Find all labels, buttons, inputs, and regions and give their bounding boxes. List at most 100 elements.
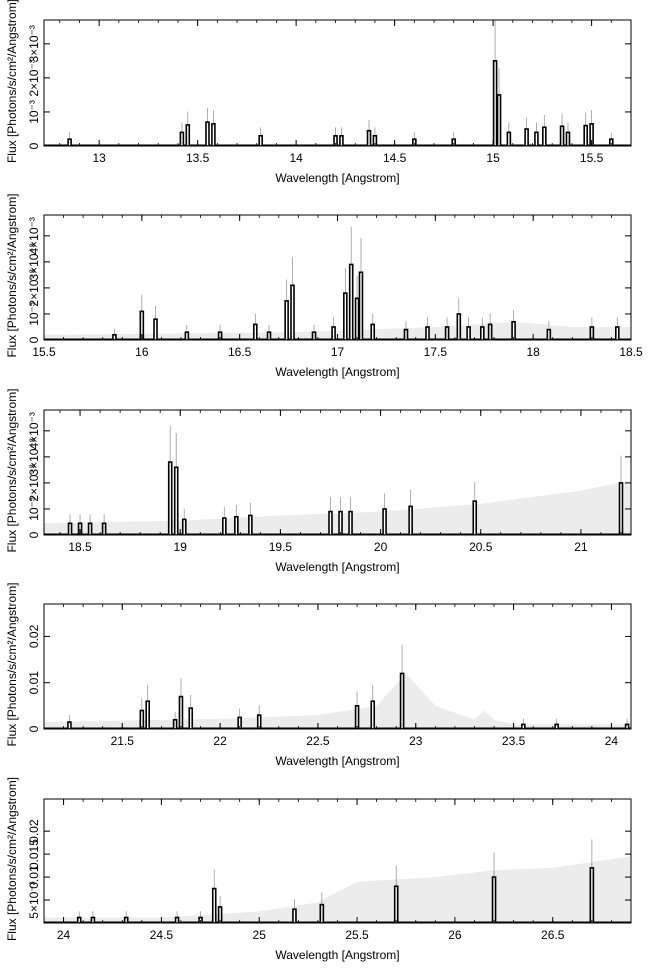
y-axis-title-5: Flux [Photons/s/cm²/Angstrom] xyxy=(5,777,19,941)
spectral-peak-2-18 xyxy=(425,326,430,340)
spectral-peak-4-1 xyxy=(67,721,72,729)
y-tick-label-5-4: 0.02 xyxy=(27,819,41,843)
y-axis-title-4: Flux [Photons/s/cm²/Angstrom] xyxy=(5,582,19,746)
plot-area-2 xyxy=(44,226,631,340)
uncertainty-band xyxy=(44,856,630,923)
spectral-peak-2-23 xyxy=(487,323,493,340)
spectral-peak-1-12 xyxy=(451,138,457,146)
spectral-peak-5-6 xyxy=(211,887,217,923)
x-tick-label-1-5: 15 xyxy=(486,151,500,165)
spectral-peak-5-2 xyxy=(90,916,96,923)
spectral-peak-5-12 xyxy=(589,867,595,923)
x-tick-label-1-3: 14 xyxy=(289,151,303,165)
spectral-peak-1-21 xyxy=(583,124,588,146)
x-tick-label-5-1: 24 xyxy=(57,928,71,942)
y-tick-label-3-1: 0 xyxy=(27,531,41,538)
spectral-peak-2-22 xyxy=(479,326,485,340)
chart-panel-2: 15.5 16 16.5 17 17.5 18 18.5 0 10⁻³2×10⁻³3×10⁻³4… xyxy=(5,193,643,379)
spectral-peak-4-6 xyxy=(188,707,194,729)
spectral-peak-2-12 xyxy=(343,292,348,340)
x-tick-label-5-6: 26.5 xyxy=(541,928,565,942)
spectral-peak-1-23 xyxy=(609,138,614,146)
spectral-peak-2-13 xyxy=(348,263,354,340)
x-tick-label-1-4: 14.5 xyxy=(383,151,407,165)
plot-frame xyxy=(43,19,632,147)
x-tick-label-5-3: 25 xyxy=(253,928,267,942)
x-tick-label-3-2: 19 xyxy=(174,540,188,554)
spectral-peak-1-19 xyxy=(559,125,565,146)
x-tick-label-3-3: 19.5 xyxy=(269,540,293,554)
plot-area-4 xyxy=(44,644,631,729)
spectral-peak-2-6 xyxy=(253,323,258,340)
y-tick-label-4-2: 0.01 xyxy=(27,671,41,695)
spectral-peak-2-16 xyxy=(370,323,376,340)
spectral-peak-4-5 xyxy=(178,695,184,729)
spectral-peak-1-20 xyxy=(565,131,571,146)
x-tick-label-2-6: 18 xyxy=(526,345,540,359)
spectral-peak-1-22 xyxy=(589,123,594,146)
y-tick-label-4-1: 0 xyxy=(27,725,41,732)
spectral-peak-1-18 xyxy=(542,126,547,146)
spectral-peak-5-9 xyxy=(319,903,325,923)
spectral-peak-1-9 xyxy=(366,129,372,146)
plot-area-1 xyxy=(44,20,631,146)
spectral-peak-4-10 xyxy=(370,700,376,729)
y-axis-title-2: Flux [Photons/s/cm²/Angstrom] xyxy=(5,193,19,357)
spectral-peak-3-6 xyxy=(173,466,179,535)
spectral-peak-2-3 xyxy=(153,318,158,340)
spectral-peak-3-12 xyxy=(338,510,343,535)
x-tick-label-3-1: 18.5 xyxy=(68,540,92,554)
spectral-peak-3-17 xyxy=(618,482,624,535)
y-tick-label-3-5: 4×10⁻³ xyxy=(27,412,41,449)
x-tick-label-3-4: 20 xyxy=(374,540,388,554)
x-axis-title-2: Wavelength [Angstrom] xyxy=(275,365,399,379)
y-tick-label-1-1: 0 xyxy=(27,142,41,149)
y-tick-label-2-3: 2×10⁻³ xyxy=(27,269,41,306)
x-tick-label-4-5: 23.5 xyxy=(502,734,526,748)
spectral-peak-2-1 xyxy=(112,333,117,340)
x-axis-title-1: Wavelength [Angstrom] xyxy=(275,171,399,185)
y-tick-label-3-3: 2×10⁻³ xyxy=(27,464,41,501)
spectral-peak-4-4 xyxy=(172,718,178,729)
x-tick-label-3-6: 21 xyxy=(574,540,588,554)
spectral-peak-2-5 xyxy=(217,331,223,340)
chart-panel-4: 21.5 22 22.5 23 23.5 24 0 0.01 0.02 Wavelength [A… xyxy=(5,582,632,768)
spectral-peak-1-11 xyxy=(412,138,417,146)
x-tick-label-1-6: 15.5 xyxy=(580,151,604,165)
spectral-peak-1-2 xyxy=(179,131,185,146)
x-tick-label-4-1: 21.5 xyxy=(111,734,135,748)
spectral-peak-3-16 xyxy=(472,500,478,535)
x-tick-label-2-7: 18.5 xyxy=(619,345,643,359)
spectral-peak-2-24 xyxy=(511,320,516,340)
spectral-peak-2-14 xyxy=(354,297,360,340)
x-tick-label-4-2: 22 xyxy=(213,734,227,748)
spectral-peak-2-11 xyxy=(331,326,336,340)
x-tick-label-4-3: 22.5 xyxy=(306,734,330,748)
spectral-peak-3-3 xyxy=(87,522,93,535)
spectral-peak-2-17 xyxy=(403,328,409,340)
x-tick-label-2-3: 16.5 xyxy=(228,345,252,359)
y-tick-label-5-2: 0.01 xyxy=(27,865,41,889)
spectral-peak-4-14 xyxy=(624,723,630,729)
x-tick-label-4-6: 24 xyxy=(605,734,619,748)
y-axis-title-1: Flux [Photons/s/cm²/Angstrom] xyxy=(5,0,19,163)
spectral-peak-3-5 xyxy=(167,461,173,535)
spectral-peak-5-8 xyxy=(292,908,297,923)
spectral-peak-1-14 xyxy=(496,94,502,146)
x-tick-label-4-4: 23 xyxy=(409,734,423,748)
x-tick-label-5-2: 24.5 xyxy=(150,928,174,942)
plot-frame xyxy=(43,214,632,341)
spectral-peak-4-11 xyxy=(399,672,405,729)
spectral-peak-4-9 xyxy=(354,705,360,729)
spectral-peak-5-10 xyxy=(393,885,399,923)
plot-frame xyxy=(43,603,632,730)
y-tick-label-1-2: 10⁻³ xyxy=(27,100,41,124)
y-tick-label-2-5: 4×10⁻³ xyxy=(27,217,41,254)
chart-panel-3: 18.5 19 19.5 20 20.5 21 0 10⁻³2×10⁻³3×10⁻³4×10⁻… xyxy=(5,388,632,574)
plot-area-5 xyxy=(44,839,631,923)
spectral-peak-2-20 xyxy=(456,313,462,340)
y-tick-label-3-4: 3×10⁻³ xyxy=(27,438,41,475)
spectral-peak-3-1 xyxy=(67,522,73,535)
